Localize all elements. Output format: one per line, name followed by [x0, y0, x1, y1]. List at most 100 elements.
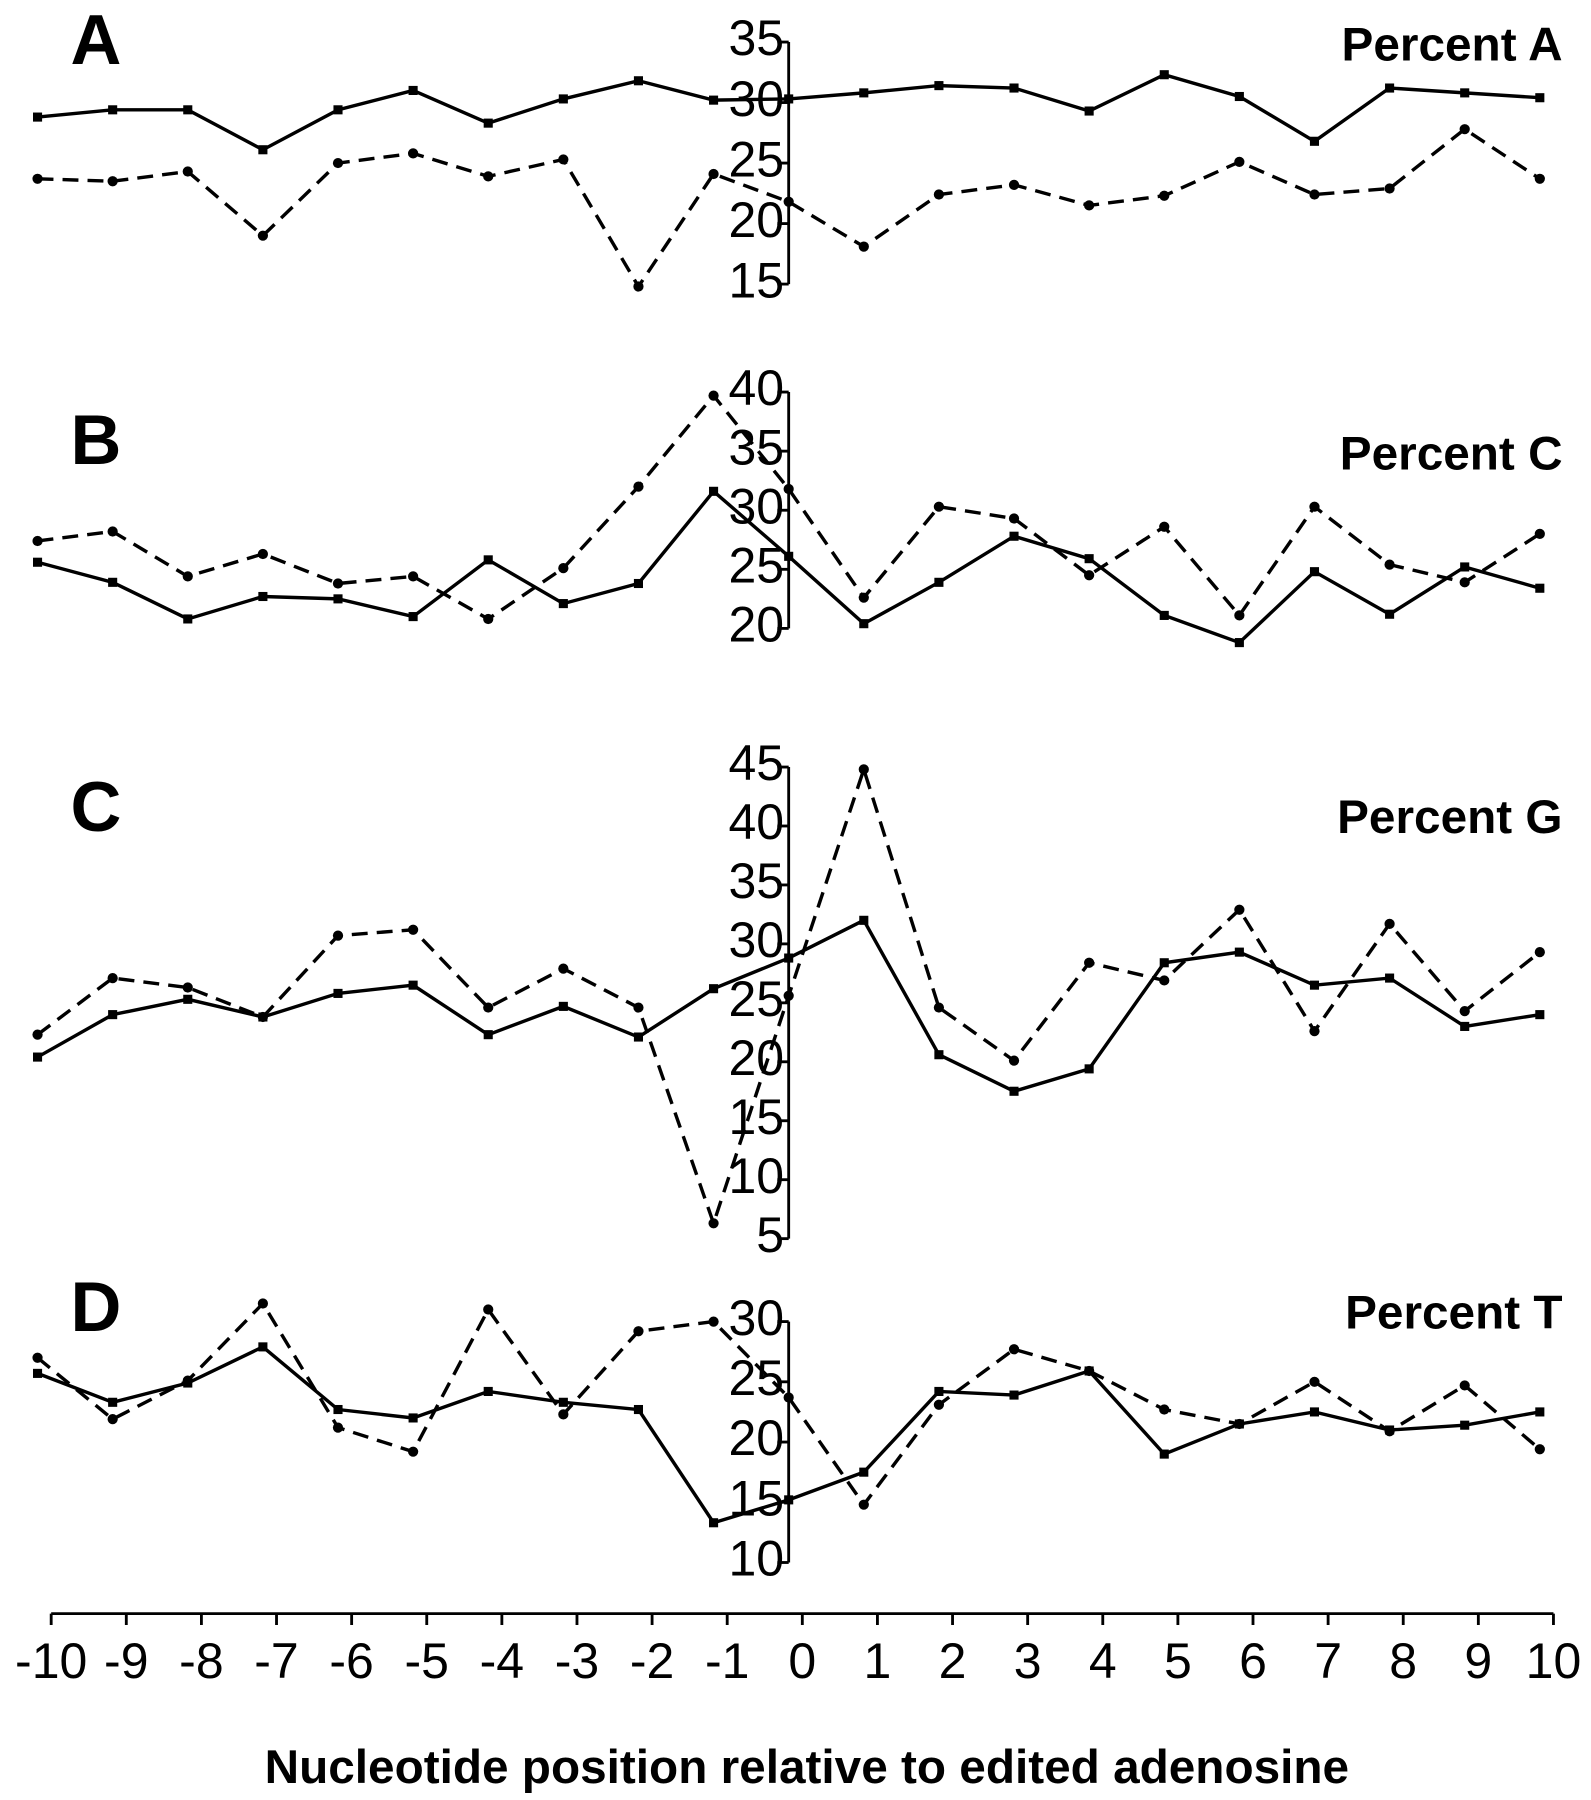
marker [1535, 583, 1545, 593]
x-tick-label: -9 [104, 1633, 148, 1689]
panel-title: Percent G [1337, 791, 1562, 844]
marker [709, 95, 719, 105]
marker [708, 168, 719, 180]
marker [333, 1404, 343, 1415]
marker [1384, 559, 1395, 570]
marker [257, 1011, 268, 1023]
marker [332, 1422, 344, 1433]
marker [333, 594, 343, 604]
x-tick-label: -6 [329, 1633, 373, 1689]
marker [709, 984, 719, 994]
marker [107, 1414, 118, 1425]
marker [1234, 91, 1244, 102]
marker [483, 1030, 493, 1040]
marker [107, 526, 118, 537]
marker [1234, 1418, 1245, 1430]
marker [1460, 1021, 1470, 1031]
marker [258, 1342, 268, 1352]
y-tick-label: 35 [729, 853, 785, 909]
marker [558, 563, 569, 574]
marker [1309, 1376, 1320, 1387]
x-tick-label: 10 [1526, 1633, 1582, 1689]
marker [1084, 106, 1094, 116]
marker [1384, 183, 1395, 194]
marker [1084, 200, 1095, 211]
marker [783, 990, 794, 1001]
marker [933, 1002, 945, 1013]
marker [1460, 562, 1470, 572]
panel-title: Percent T [1345, 1287, 1562, 1340]
panel-title: Percent A [1342, 18, 1563, 71]
y-tick-label: 10 [729, 1148, 785, 1204]
marker [1535, 93, 1545, 103]
marker [858, 241, 869, 252]
marker [108, 1010, 118, 1020]
marker [633, 76, 643, 86]
marker [1159, 958, 1169, 968]
marker [1459, 1380, 1470, 1391]
marker [1159, 70, 1169, 80]
x-tick-label: 7 [1314, 1633, 1342, 1689]
marker [408, 571, 419, 582]
x-tick-label: 8 [1389, 1633, 1417, 1689]
y-tick-label: 20 [729, 597, 785, 653]
marker [784, 551, 794, 561]
marker [108, 105, 118, 115]
panel-title: Percent C [1340, 427, 1563, 480]
marker [708, 390, 719, 401]
marker [1460, 88, 1470, 98]
y-tick-label: 20 [729, 1410, 785, 1466]
marker [1159, 610, 1169, 620]
marker [783, 1392, 794, 1403]
marker [933, 501, 945, 512]
marker [1084, 1064, 1094, 1074]
marker [784, 1495, 794, 1505]
x-tick-label: 3 [1014, 1633, 1042, 1689]
marker [33, 1368, 43, 1378]
y-tick-label: 15 [729, 1470, 785, 1526]
y-tick-label: 35 [729, 419, 785, 475]
marker [1159, 521, 1170, 532]
marker [558, 599, 568, 609]
marker [1008, 179, 1020, 190]
marker [1384, 1426, 1395, 1437]
marker [1534, 528, 1545, 539]
marker [32, 1029, 43, 1040]
marker [257, 230, 268, 241]
marker [332, 157, 344, 169]
marker [708, 1218, 719, 1229]
marker [33, 1052, 43, 1062]
y-tick-label: 30 [729, 1290, 785, 1346]
marker [1384, 918, 1395, 929]
x-tick-label: 4 [1089, 1633, 1117, 1689]
marker [859, 88, 869, 98]
marker [1234, 947, 1244, 957]
marker [1159, 1449, 1169, 1459]
marker [1385, 973, 1395, 983]
marker [33, 112, 43, 122]
marker [183, 994, 193, 1004]
marker [1009, 83, 1019, 93]
marker [633, 281, 644, 292]
marker [1459, 1005, 1470, 1017]
marker [1309, 1407, 1320, 1417]
marker [483, 1386, 493, 1396]
marker [182, 1375, 193, 1386]
marker [709, 1518, 719, 1528]
marker [483, 1304, 494, 1315]
y-tick-label: 25 [729, 1350, 785, 1406]
marker [558, 963, 569, 974]
marker [1535, 1407, 1545, 1417]
y-tick-label: 35 [729, 10, 785, 66]
y-tick-label: 25 [729, 538, 785, 594]
marker [633, 1002, 644, 1013]
marker [1534, 1444, 1545, 1455]
x-tick-label: 2 [939, 1633, 967, 1689]
marker [1459, 124, 1470, 135]
x-axis-label: Nucleotide position relative to edited a… [265, 1741, 1349, 1794]
marker [708, 1316, 719, 1327]
marker [1084, 554, 1094, 564]
marker [1534, 173, 1545, 184]
marker [783, 483, 794, 495]
